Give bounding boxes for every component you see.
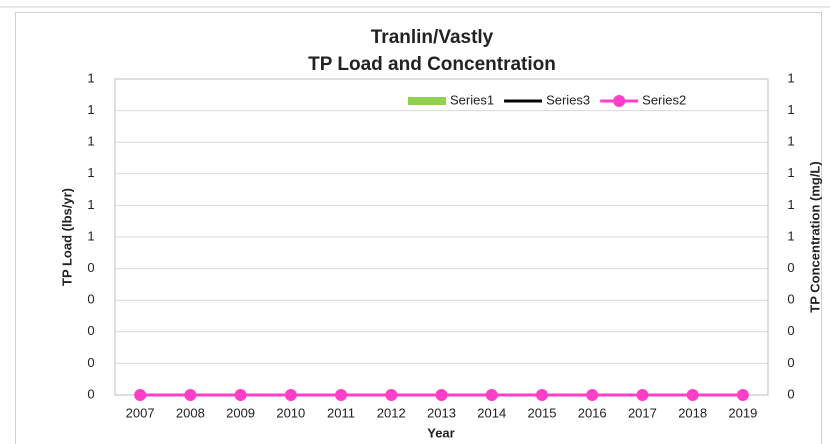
marker <box>485 389 498 401</box>
x-tick-label: 2012 <box>377 405 406 420</box>
y-tick-label: 0 <box>87 260 94 275</box>
y2-tick-label: 1 <box>787 70 794 85</box>
y2-tick-label: 0 <box>787 260 794 275</box>
legend-label: Series3 <box>546 92 590 107</box>
y-tick-label: 1 <box>87 197 94 212</box>
y-tick-label: 0 <box>87 292 94 307</box>
y2-tick-label: 0 <box>787 323 794 338</box>
legend-swatch <box>408 97 446 105</box>
y-tick-label: 1 <box>87 134 94 149</box>
x-tick-label: 2014 <box>477 405 506 420</box>
y2-tick-label: 1 <box>787 197 794 212</box>
y2-tick-label: 1 <box>787 228 794 243</box>
legend-label: Series1 <box>450 92 494 107</box>
x-tick-label: 2015 <box>528 405 557 420</box>
y2-tick-label: 0 <box>787 292 794 307</box>
x-axis-title: Year <box>427 425 454 440</box>
chart-frame <box>15 12 822 444</box>
x-tick-label: 2010 <box>276 405 305 420</box>
marker <box>284 389 297 401</box>
y-tick-label: 0 <box>87 386 94 401</box>
x-tick-label: 2013 <box>427 405 456 420</box>
y2-tick-label: 1 <box>787 165 794 180</box>
x-tick-label: 2007 <box>126 405 155 420</box>
y2-tick-label: 1 <box>787 102 794 117</box>
marker <box>636 389 649 401</box>
legend-label: Series2 <box>642 92 686 107</box>
y2-axis-title: TP Concentration (mg/L) <box>807 161 822 312</box>
marker <box>535 389 548 401</box>
y-axis-title: TP Load (lbs/yr) <box>59 188 74 286</box>
x-tick-label: 2017 <box>628 405 657 420</box>
y-tick-label: 0 <box>87 355 94 370</box>
x-tick-label: 2016 <box>578 405 607 420</box>
marker <box>686 389 699 401</box>
y-tick-label: 1 <box>87 102 94 117</box>
marker <box>435 389 448 401</box>
y-tick-label: 1 <box>87 228 94 243</box>
chart-title: TP Load and Concentration <box>308 54 556 75</box>
marker <box>385 389 398 401</box>
y-tick-label: 1 <box>87 165 94 180</box>
marker <box>134 389 147 401</box>
x-tick-label: 2011 <box>327 405 355 420</box>
marker <box>736 389 749 401</box>
y2-tick-label: 0 <box>787 355 794 370</box>
chart-title: Tranlin/Vastly <box>371 27 494 48</box>
y-tick-label: 1 <box>87 70 94 85</box>
marker <box>586 389 599 401</box>
y2-tick-label: 1 <box>787 134 794 149</box>
legend-marker <box>613 95 626 107</box>
x-tick-label: 2019 <box>728 405 757 420</box>
x-tick-label: 2008 <box>176 405 205 420</box>
y2-tick-label: 0 <box>787 386 794 401</box>
marker <box>335 389 348 401</box>
marker <box>234 389 247 401</box>
x-tick-label: 2018 <box>678 405 707 420</box>
x-tick-label: 2009 <box>226 405 255 420</box>
y-tick-label: 0 <box>87 323 94 338</box>
marker <box>184 389 197 401</box>
